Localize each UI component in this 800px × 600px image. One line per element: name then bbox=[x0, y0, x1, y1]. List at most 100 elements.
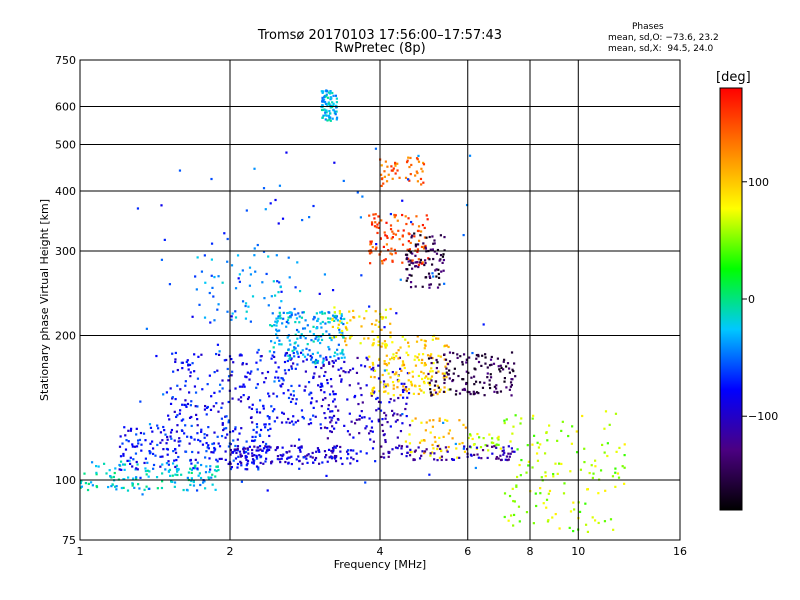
data-point bbox=[342, 336, 345, 339]
data-point bbox=[319, 322, 322, 325]
data-point bbox=[476, 453, 479, 456]
data-point bbox=[336, 326, 340, 329]
data-point bbox=[131, 482, 134, 486]
data-point bbox=[384, 234, 387, 237]
data-point bbox=[326, 96, 330, 99]
data-point bbox=[190, 479, 193, 483]
data-point bbox=[507, 445, 510, 448]
data-point bbox=[519, 422, 522, 425]
data-point bbox=[250, 461, 254, 464]
data-point bbox=[409, 380, 413, 383]
data-point bbox=[333, 319, 336, 323]
data-point bbox=[369, 392, 373, 395]
data-point bbox=[340, 356, 343, 359]
data-point bbox=[340, 329, 344, 333]
y-tick-label: 600 bbox=[55, 101, 76, 114]
data-point bbox=[281, 446, 284, 449]
data-point bbox=[392, 357, 395, 361]
data-point bbox=[287, 396, 291, 400]
data-point bbox=[304, 385, 307, 388]
data-point bbox=[593, 519, 597, 522]
data-point bbox=[471, 437, 474, 441]
data-point bbox=[152, 467, 155, 470]
data-point bbox=[289, 356, 292, 359]
data-point bbox=[274, 361, 277, 364]
data-point bbox=[337, 357, 340, 360]
data-point bbox=[245, 310, 248, 313]
data-point bbox=[387, 455, 390, 458]
data-point bbox=[383, 231, 386, 234]
data-point bbox=[184, 424, 187, 427]
data-point bbox=[322, 357, 325, 360]
data-point bbox=[431, 443, 434, 447]
data-point bbox=[247, 452, 250, 455]
data-point bbox=[368, 214, 371, 217]
data-point bbox=[309, 402, 313, 405]
data-point bbox=[446, 362, 450, 366]
data-point bbox=[221, 423, 224, 426]
data-point bbox=[422, 391, 425, 394]
data-point bbox=[302, 311, 306, 314]
data-point bbox=[282, 392, 285, 395]
data-point bbox=[300, 409, 304, 412]
data-point bbox=[282, 379, 285, 382]
data-point bbox=[244, 447, 247, 450]
data-point bbox=[333, 161, 336, 164]
data-point bbox=[394, 172, 397, 175]
data-point bbox=[281, 377, 284, 380]
data-point bbox=[259, 399, 262, 402]
data-point bbox=[193, 353, 196, 356]
y-tick-label: 100 bbox=[55, 474, 76, 487]
data-point bbox=[368, 355, 371, 358]
data-point bbox=[178, 169, 182, 172]
data-point bbox=[218, 457, 221, 461]
data-point bbox=[437, 386, 440, 389]
data-point bbox=[614, 485, 617, 488]
data-point bbox=[373, 376, 376, 379]
data-point bbox=[279, 454, 282, 457]
data-point bbox=[456, 456, 459, 459]
data-point bbox=[380, 164, 383, 167]
data-point bbox=[343, 424, 346, 427]
data-point bbox=[294, 347, 297, 350]
data-point bbox=[416, 356, 419, 359]
data-point bbox=[309, 354, 312, 358]
data-point bbox=[421, 223, 425, 227]
data-point bbox=[410, 163, 413, 167]
data-point bbox=[282, 453, 285, 456]
data-point bbox=[436, 384, 439, 387]
data-point bbox=[335, 454, 338, 458]
data-point bbox=[493, 385, 496, 388]
data-point bbox=[329, 378, 333, 381]
data-point bbox=[380, 445, 383, 448]
data-point bbox=[213, 448, 217, 451]
data-point bbox=[442, 421, 445, 424]
data-point bbox=[353, 394, 357, 398]
data-point bbox=[411, 375, 415, 378]
data-point bbox=[212, 405, 215, 408]
data-point bbox=[465, 448, 469, 451]
data-point bbox=[511, 450, 514, 453]
data-point bbox=[425, 421, 428, 424]
data-point bbox=[171, 352, 174, 355]
data-point bbox=[349, 369, 352, 372]
data-point bbox=[347, 371, 350, 374]
data-point bbox=[286, 319, 290, 322]
data-point bbox=[302, 335, 305, 338]
data-point bbox=[211, 442, 214, 446]
data-point bbox=[356, 356, 359, 360]
data-point bbox=[377, 420, 380, 423]
data-point bbox=[264, 426, 267, 429]
data-point bbox=[447, 445, 450, 449]
data-point bbox=[490, 441, 493, 444]
data-point bbox=[357, 402, 360, 406]
data-point bbox=[278, 306, 281, 309]
data-point bbox=[238, 354, 241, 357]
data-point bbox=[338, 310, 341, 313]
data-point bbox=[385, 354, 388, 357]
data-point bbox=[424, 276, 427, 279]
data-point bbox=[168, 468, 172, 471]
data-point bbox=[268, 423, 271, 426]
data-point bbox=[198, 472, 201, 475]
data-point bbox=[129, 456, 132, 459]
